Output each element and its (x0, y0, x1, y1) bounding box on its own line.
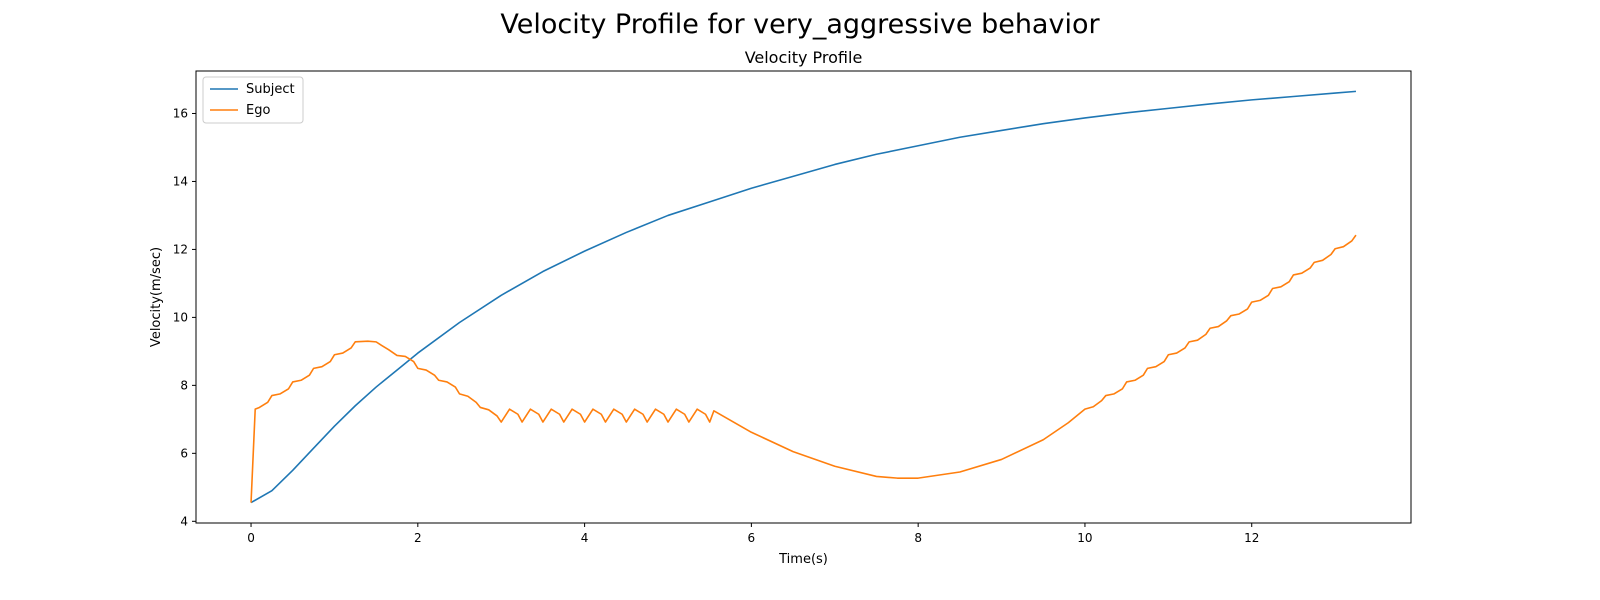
plot-frame (195, 70, 1412, 524)
y-tick-label: 6 (180, 446, 188, 460)
x-tick-label: 4 (581, 531, 589, 545)
plot-lines (250, 90, 1357, 504)
series-line-ego (250, 234, 1357, 503)
y-tick-label: 16 (173, 106, 188, 120)
x-tick-label: 10 (1077, 531, 1092, 545)
x-tick-label: 0 (247, 531, 255, 545)
x-tick-label: 12 (1244, 531, 1259, 545)
chart-title: Velocity Profile (745, 48, 863, 67)
y-tick-label: 10 (173, 310, 188, 324)
y-tick-label: 12 (173, 242, 188, 256)
x-tick-label: 2 (414, 531, 422, 545)
y-axis-label: Velocity(m/sec) (149, 247, 164, 347)
y-tick-label: 8 (180, 378, 188, 392)
legend: Subject Ego (202, 76, 304, 124)
x-axis-label: Time(s) (778, 552, 828, 567)
series-line-subject (250, 90, 1357, 504)
x-tick-label: 6 (748, 531, 756, 545)
legend-label-ego: Ego (246, 103, 270, 118)
chart-suptitle: Velocity Profile for very_aggressive beh… (500, 9, 1100, 40)
x-tick-label: 8 (914, 531, 922, 545)
y-axis-ticks: 4 6 8 10 12 14 16 (173, 106, 196, 528)
x-axis-ticks: 0 2 4 6 8 10 12 (247, 523, 1259, 545)
y-tick-label: 14 (173, 174, 188, 188)
y-tick-label: 4 (180, 514, 188, 528)
legend-label-subject: Subject (246, 82, 295, 97)
